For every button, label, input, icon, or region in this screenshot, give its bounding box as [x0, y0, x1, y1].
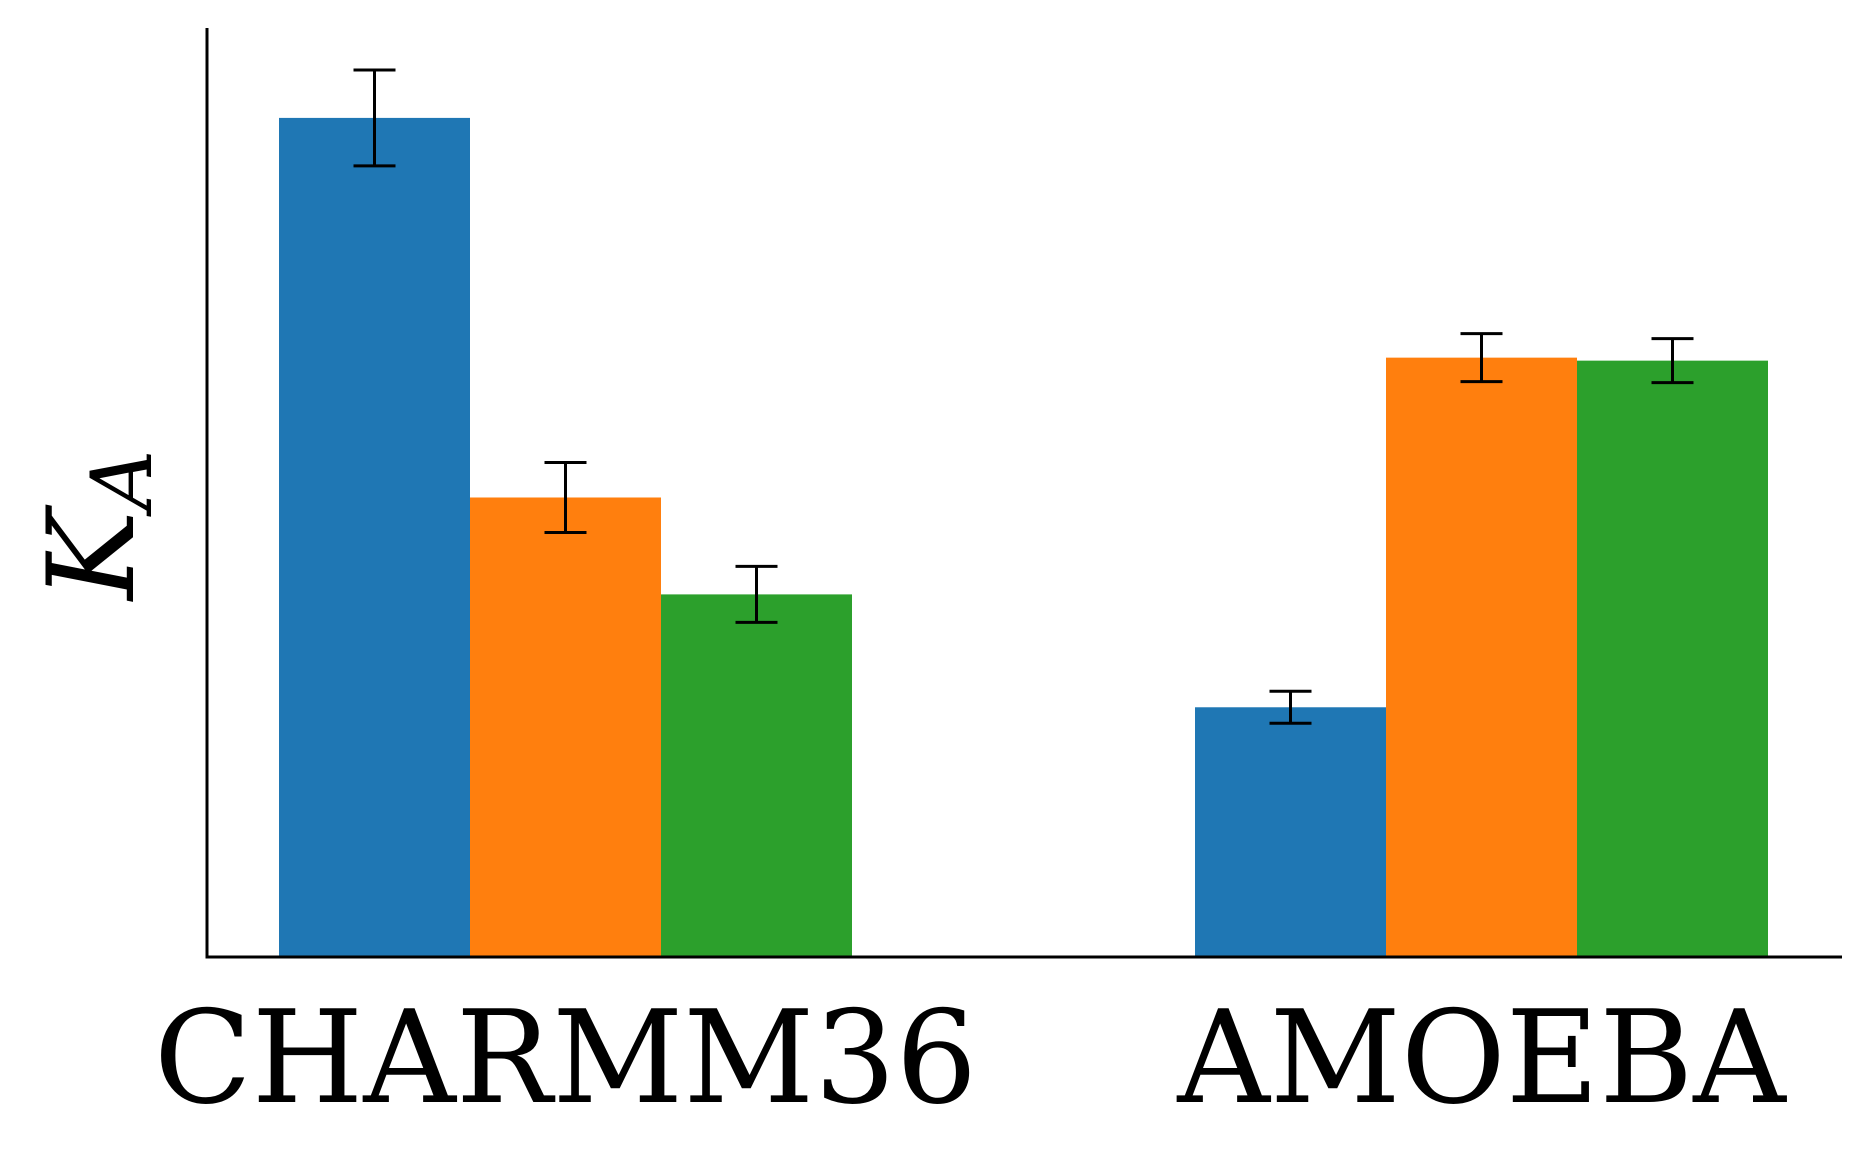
- bar-amoeba-series-3: [1577, 361, 1768, 957]
- x-tick-labels: CHARMM36 AMOEBA: [154, 984, 1787, 1133]
- bar-charmm36-series-1: [279, 118, 470, 957]
- bar-charmm36-series-3: [661, 594, 852, 957]
- x-tick-label-amoeba: AMOEBA: [1176, 984, 1787, 1133]
- x-tick-label-charmm36: CHARMM36: [154, 984, 977, 1133]
- bar-amoeba-series-1: [1195, 707, 1386, 957]
- y-axis-label: KA: [23, 450, 171, 602]
- y-axis-label-subscript: A: [73, 450, 171, 518]
- bars-layer: [279, 118, 1768, 957]
- bar-amoeba-series-2: [1386, 358, 1577, 957]
- bar-charmm36-series-2: [470, 497, 661, 957]
- y-axis-label-main: K: [23, 504, 162, 602]
